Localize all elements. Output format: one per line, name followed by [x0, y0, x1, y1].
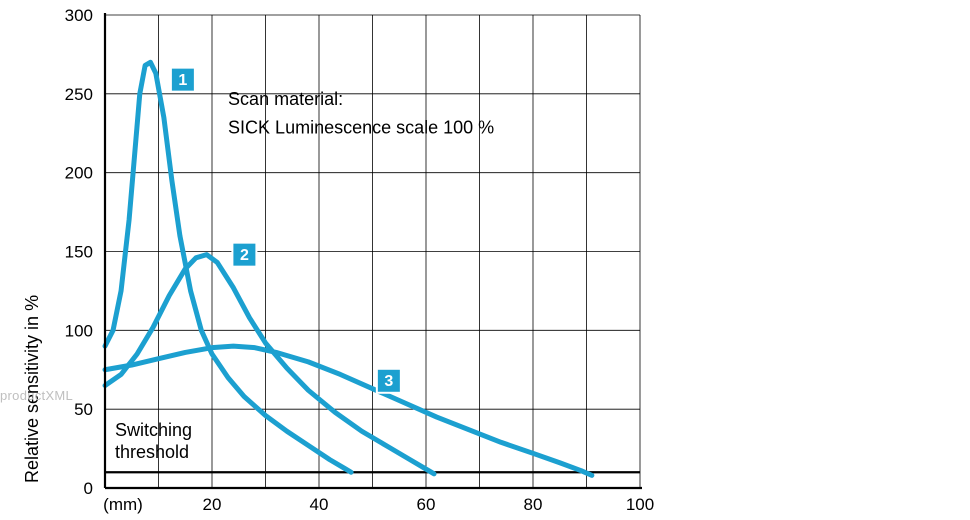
scan-material-line2: SICK Luminescence scale 100 %	[228, 117, 494, 137]
x-tick-label: 40	[310, 495, 329, 514]
y-tick-label: 50	[74, 400, 93, 419]
y-tick-label: 300	[65, 6, 93, 25]
series-line-2	[105, 255, 434, 474]
x-tick-label: 20	[203, 495, 222, 514]
threshold-label-line2: threshold	[115, 442, 189, 462]
marker-number-3: 3	[384, 373, 393, 390]
watermark-text: productXML	[0, 388, 73, 403]
series-marker-1: 1	[171, 68, 195, 92]
series-marker-2: 2	[232, 243, 256, 267]
y-tick-label: 250	[65, 85, 93, 104]
series-marker-3: 3	[377, 369, 401, 393]
x-unit-label: (mm)	[103, 495, 143, 514]
chart-container: productXML 20406080100(mm)05010015020025…	[0, 0, 970, 520]
chart-svg: 20406080100(mm)050100150200250300Relativ…	[0, 0, 970, 520]
marker-number-1: 1	[178, 72, 187, 89]
y-tick-label: 150	[65, 243, 93, 262]
x-tick-label: 80	[524, 495, 543, 514]
y-tick-label: 0	[84, 479, 93, 498]
marker-number-2: 2	[240, 247, 249, 264]
scan-material-line1: Scan material:	[228, 89, 343, 109]
y-tick-label: 200	[65, 164, 93, 183]
threshold-label-line1: Switching	[115, 420, 192, 440]
x-tick-label: 60	[417, 495, 436, 514]
y-tick-label: 100	[65, 321, 93, 340]
x-tick-label: 100	[626, 495, 654, 514]
